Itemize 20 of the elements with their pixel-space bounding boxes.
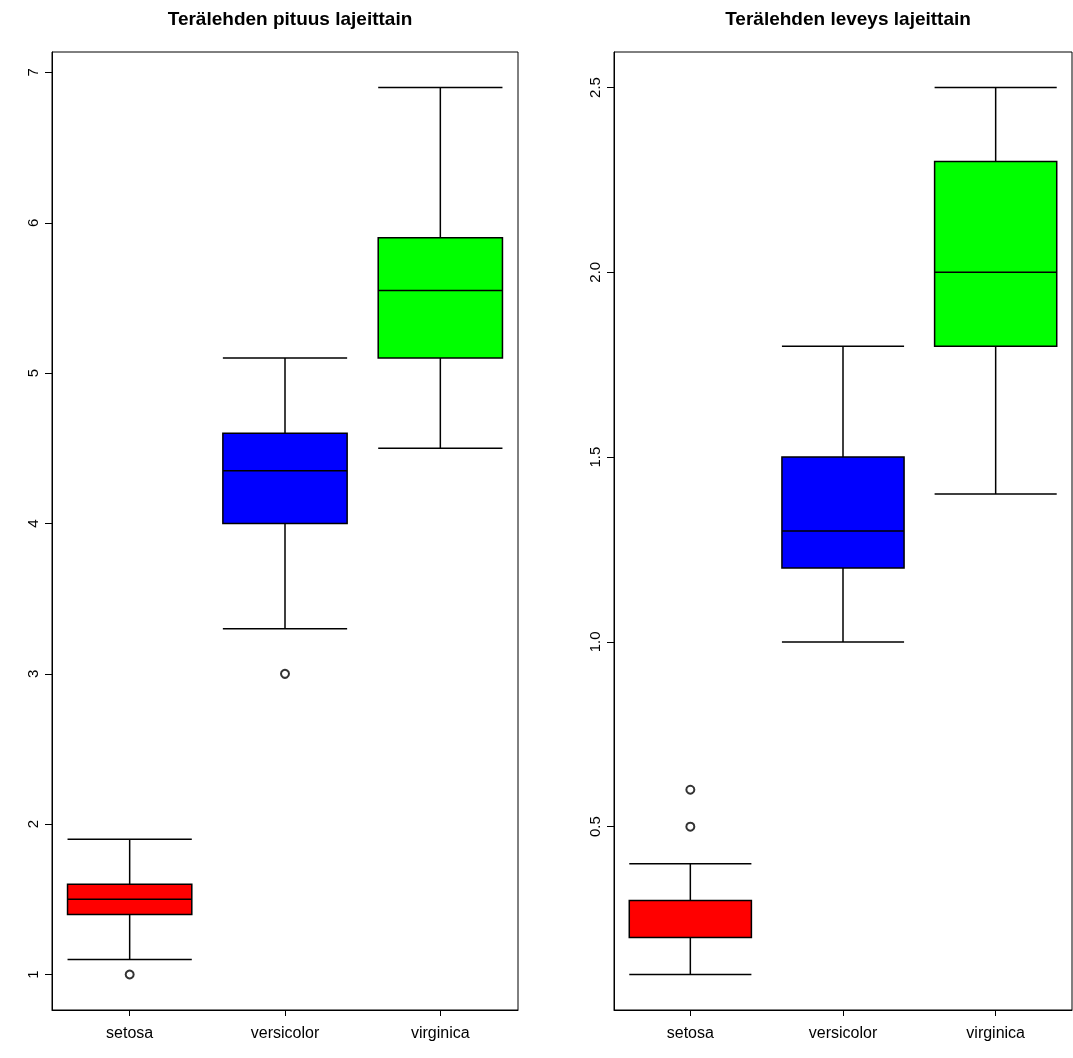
x-tick-label: versicolor [808, 1023, 878, 1041]
x-tick-label: virginica [966, 1023, 1026, 1041]
y-tick-label: 2.5 [586, 77, 603, 98]
x-tick-label: setosa [106, 1023, 154, 1041]
x-tick-label: virginica [410, 1023, 470, 1041]
x-tick-label: versicolor [250, 1023, 320, 1041]
y-tick-label: 1.5 [586, 446, 603, 468]
x-tick-label: setosa [666, 1023, 715, 1041]
chart-title: Terälehden pituus lajeittain [167, 8, 413, 29]
y-tick-label: 3 [24, 669, 41, 678]
y-tick-label: 7 [24, 68, 41, 77]
chart-title: Terälehden leveys lajeittain [725, 8, 971, 29]
y-tick-label: 2 [24, 820, 41, 829]
y-tick-label: 4 [24, 519, 41, 528]
y-tick-label: 1 [24, 970, 41, 979]
y-tick-label: 6 [24, 218, 41, 227]
y-tick-label: 0.5 [586, 816, 603, 838]
y-tick-label: 2.0 [586, 261, 603, 283]
y-tick-label: 5 [24, 368, 41, 378]
y-tick-label: 1.0 [586, 631, 603, 653]
